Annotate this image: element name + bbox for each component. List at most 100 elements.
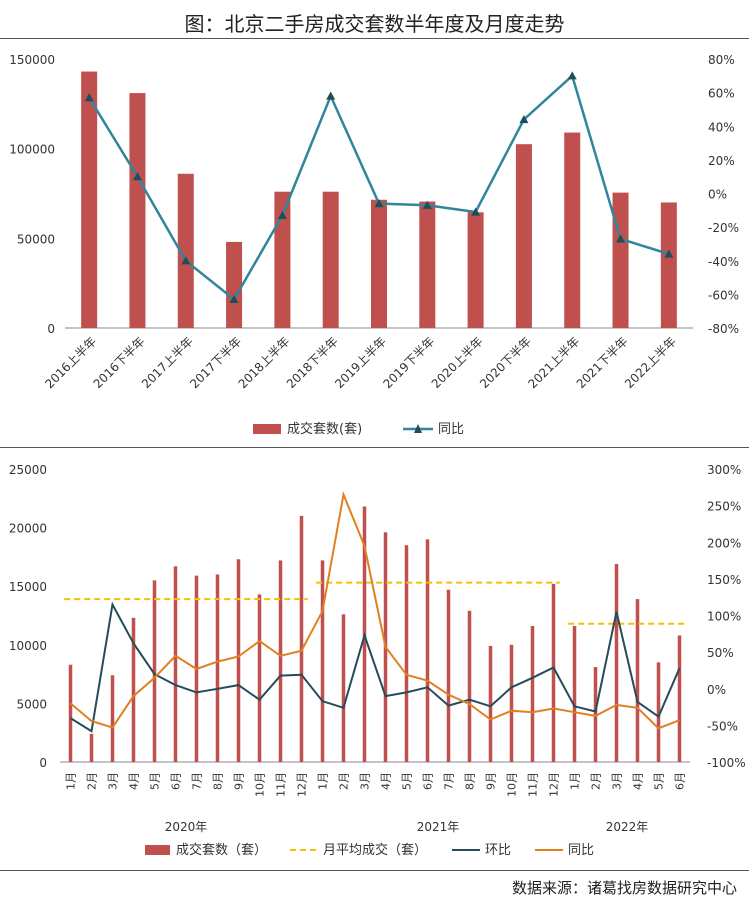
middle-divider	[0, 447, 749, 448]
page-title: 图：北京二手房成交套数半年度及月度走势	[184, 12, 565, 36]
x-tick-label: 8月	[464, 772, 477, 790]
x-tick-label: 2022上半年	[622, 334, 679, 391]
y-tick-label: 0	[47, 322, 55, 336]
bar	[89, 733, 94, 762]
y-tick-label: 15000	[9, 580, 47, 594]
y2-tick-label: 50%	[707, 646, 734, 660]
legend-yoy-label: 同比	[568, 843, 594, 858]
bar	[593, 667, 598, 762]
y2-tick-label: 40%	[708, 120, 735, 134]
bar	[215, 574, 220, 762]
bar	[173, 566, 178, 762]
y2-tick-label: 20%	[708, 154, 735, 168]
x-tick-label: 1月	[317, 772, 330, 790]
yoy-marker	[326, 91, 336, 100]
y-tick-label: 25000	[9, 463, 47, 477]
y-tick-label: 50000	[17, 232, 55, 246]
bar	[299, 515, 304, 762]
x-tick-label: 3月	[107, 772, 120, 790]
x-tick-label: 6月	[170, 772, 183, 790]
y2-tick-label: 200%	[707, 536, 741, 550]
legend-avg-label: 月平均成交（套）	[323, 842, 427, 858]
bar	[236, 559, 241, 762]
bar	[371, 199, 387, 328]
bar	[320, 560, 325, 762]
bar	[425, 539, 430, 762]
y2-tick-label: 250%	[707, 500, 741, 514]
y2-tick-label: 0%	[708, 188, 727, 202]
x-tick-label: 12月	[548, 772, 561, 797]
yoy-marker	[229, 294, 239, 304]
yoy-marker	[132, 172, 142, 181]
x-tick-label: 7月	[191, 772, 204, 790]
half-year-chart: 0 50000 100000 150000 -80% -60% -40% -20% 0% 20% 4…	[9, 53, 739, 437]
y-tick-label: 20000	[9, 522, 47, 536]
top-divider	[0, 38, 749, 39]
source-note: 数据来源：诸葛找房数据研究中心	[511, 879, 737, 897]
bar	[515, 144, 532, 328]
yoy-marker	[664, 249, 674, 258]
yoy-marker	[374, 199, 384, 208]
bar	[131, 617, 136, 762]
y2-tick-label: 0%	[707, 683, 726, 697]
bar	[419, 201, 436, 328]
bar	[656, 662, 661, 762]
y2-tick-label: 300%	[707, 463, 741, 477]
legend-bar-swatch	[145, 845, 170, 855]
y-tick-label: 5000	[16, 697, 47, 711]
x-tick-label: 3月	[611, 772, 624, 790]
bar	[177, 173, 194, 328]
y-tick-label: 10000	[9, 639, 47, 653]
x-tick-label: 7月	[443, 772, 456, 790]
bar	[614, 563, 619, 762]
bar	[278, 560, 283, 762]
bar	[322, 191, 339, 328]
bar	[68, 664, 73, 762]
bar	[81, 71, 98, 328]
y2-tick-label: 100%	[707, 610, 741, 624]
y-tick-label: 0	[39, 756, 47, 770]
yoy-marker	[277, 210, 287, 219]
yoy-marker	[471, 207, 481, 216]
x-tick-label: 2月	[590, 772, 603, 790]
yoy-marker	[422, 200, 432, 209]
bar	[110, 675, 115, 762]
x-tick-label: 6月	[422, 772, 435, 790]
source-divider	[0, 870, 749, 871]
x-tick-label: 10月	[506, 772, 519, 797]
bar	[274, 191, 291, 328]
year-label: 2022年	[606, 820, 649, 834]
bar	[572, 626, 577, 762]
x-tick-label: 4月	[632, 772, 645, 790]
bar	[677, 635, 682, 762]
y-tick-label: 150000	[9, 53, 55, 67]
y2-tick-label: -40%	[708, 255, 739, 269]
x-tick-label: 4月	[380, 772, 393, 790]
bar	[660, 202, 677, 328]
bar	[564, 132, 581, 328]
y2-tick-label: -80%	[708, 322, 739, 336]
x-tick-label: 1月	[65, 772, 78, 790]
bar	[488, 645, 493, 762]
yoy-marker	[84, 93, 94, 102]
bar	[467, 212, 484, 328]
legend-line-marker	[414, 424, 422, 433]
y2-tick-label: -50%	[707, 719, 738, 733]
yoy-marker	[616, 234, 626, 243]
x-tick-label: 9月	[485, 772, 498, 790]
x-tick-label: 5月	[653, 772, 666, 790]
y2-tick-label: -100%	[707, 756, 746, 770]
bar	[257, 594, 262, 762]
x-tick-label: 8月	[212, 772, 225, 790]
bar	[635, 599, 640, 762]
monthly-chart: 0 5000 10000 15000 20000 25000 -100% -50% 0% 50% 1…	[9, 463, 746, 858]
x-tick-label: 2月	[338, 772, 351, 790]
yoy-marker	[567, 71, 577, 80]
y2-tick-label: -20%	[708, 221, 739, 235]
y2-tick-label: 150%	[707, 573, 741, 587]
x-tick-label: 2月	[86, 772, 99, 790]
legend-bar-label: 成交套数(套)	[287, 421, 362, 437]
y2-tick-label: 80%	[708, 53, 735, 67]
bar	[129, 93, 146, 328]
